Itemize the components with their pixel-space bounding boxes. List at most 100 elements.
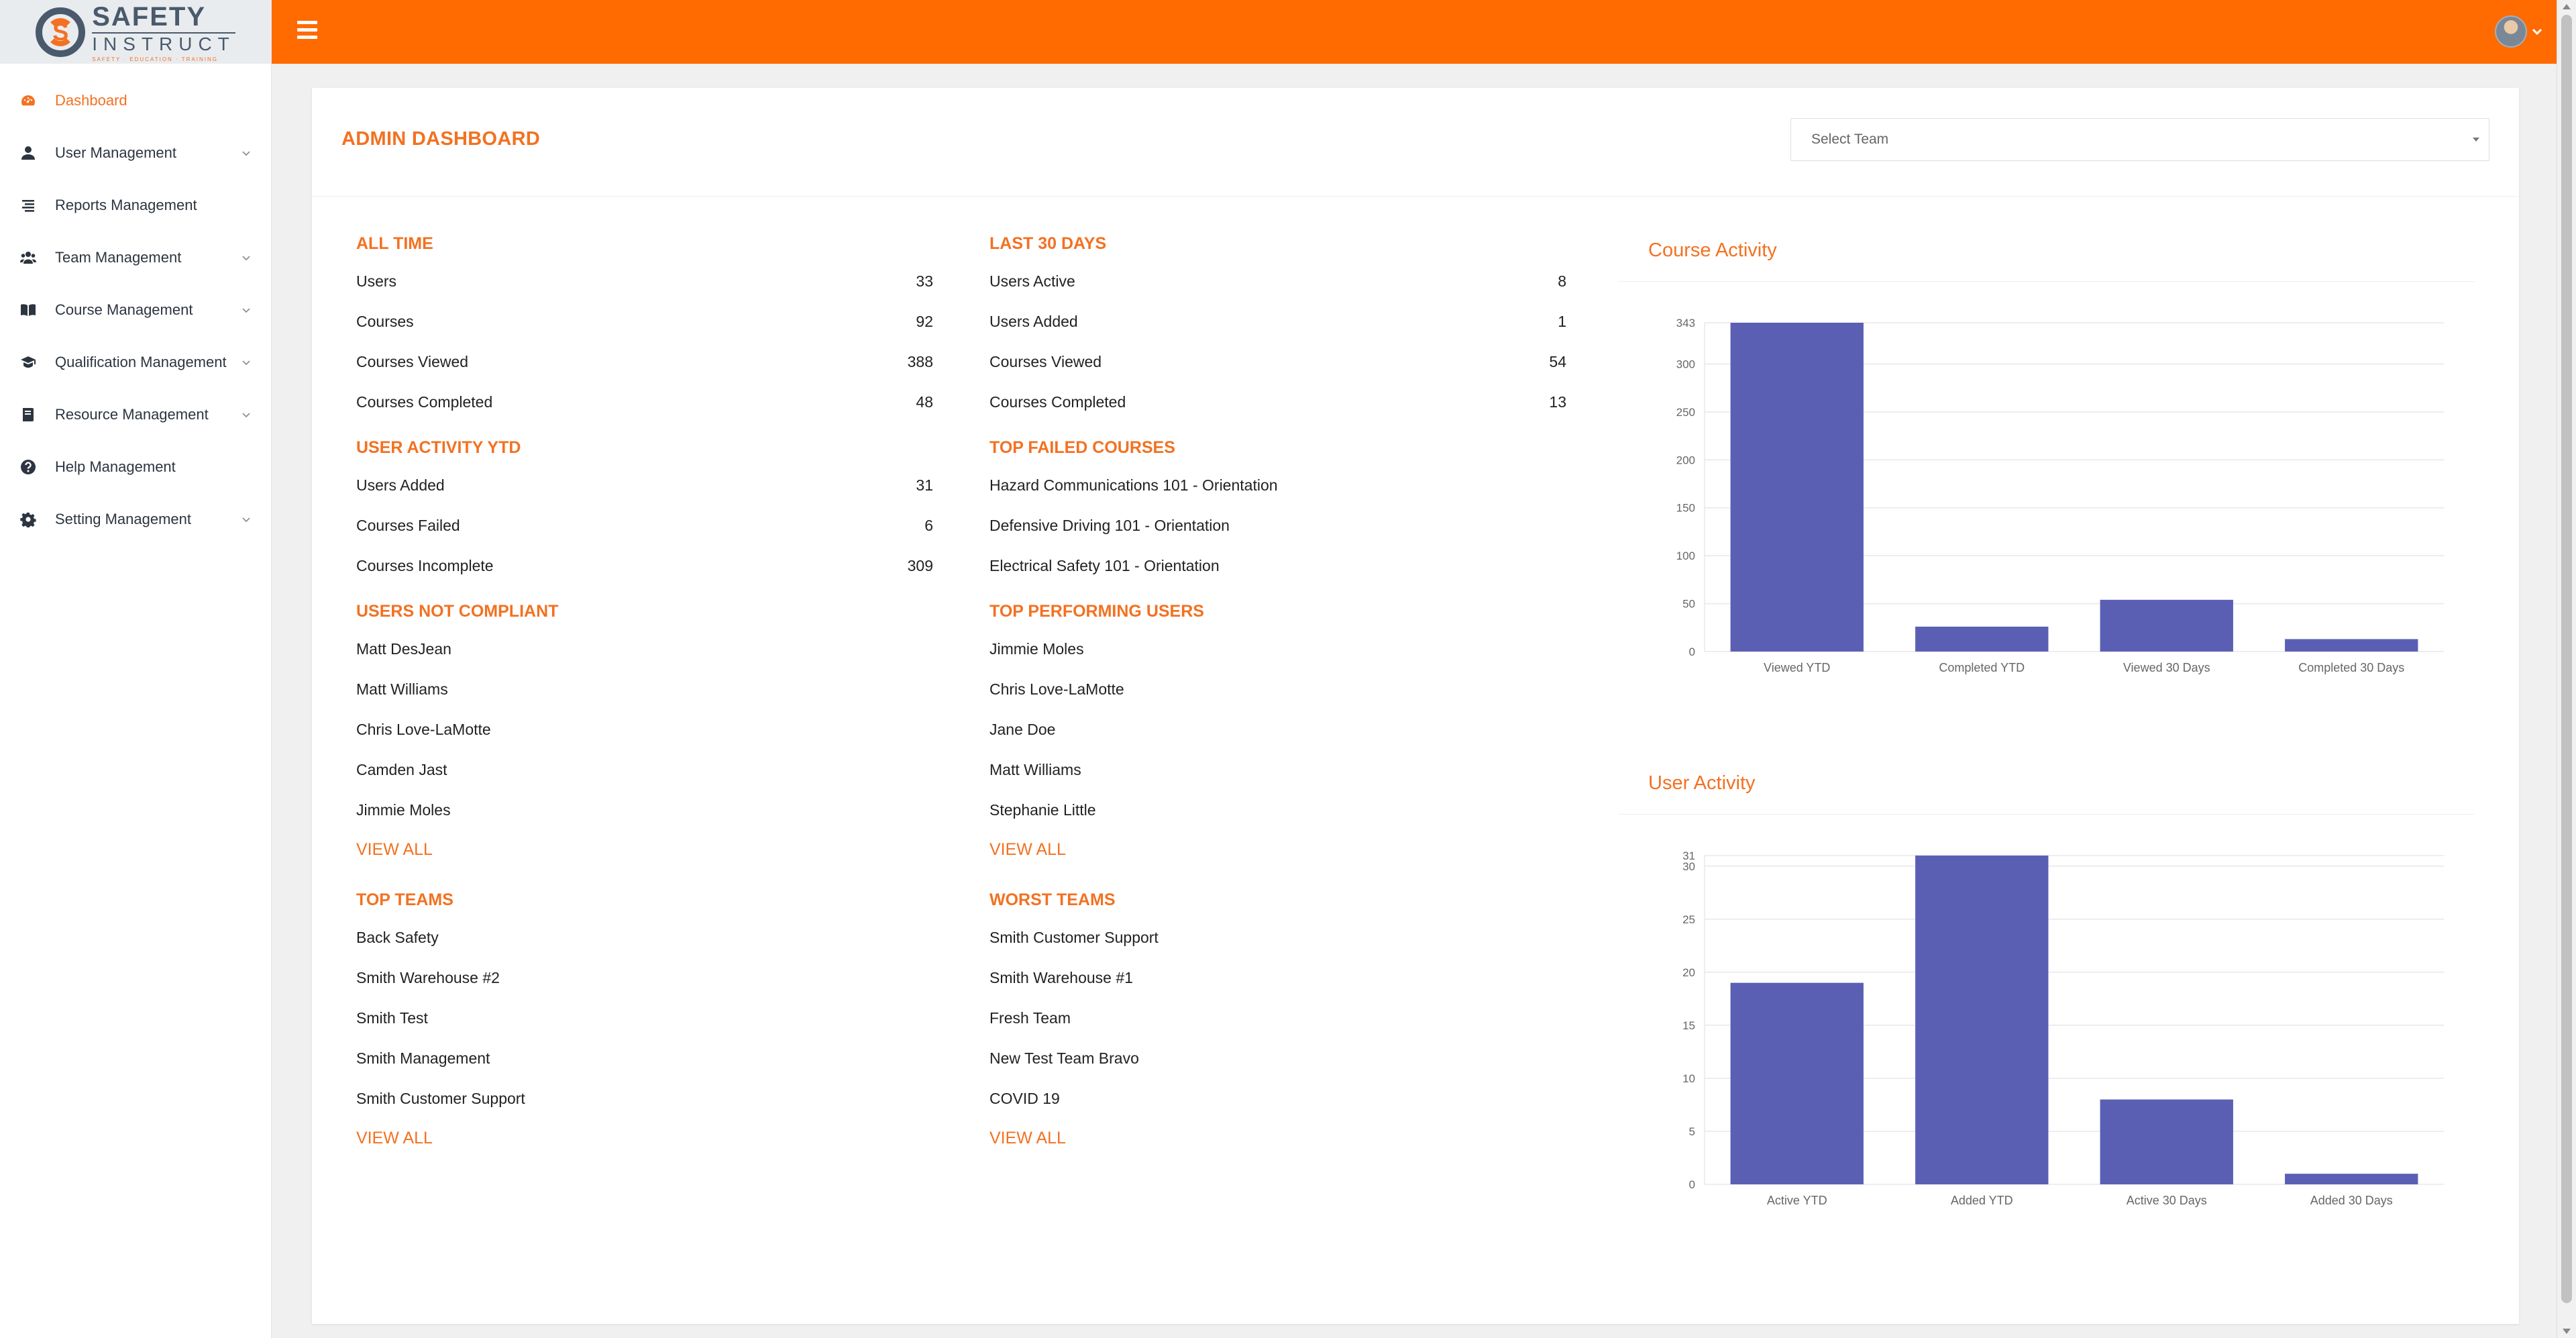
brand-line1: SAFETY (92, 1, 207, 32)
chevron-down-icon (2532, 28, 2542, 36)
chevron-down-icon (242, 517, 250, 523)
list-item: Smith Warehouse #1 (989, 958, 1566, 998)
stat-label: Courses (356, 312, 414, 330)
stat-label: Courses Viewed (989, 352, 1102, 370)
list-item: New Test Team Bravo (989, 1038, 1566, 1078)
list-item-label: Electrical Safety 101 - Orientation (989, 556, 1220, 574)
stat-row: Users Active 8 (989, 261, 1566, 301)
list-item-label: Smith Test (356, 1009, 428, 1027)
team-select[interactable]: Select Team (1790, 118, 2489, 161)
top-teams-view-all-link[interactable]: VIEW ALL (356, 1129, 433, 1147)
user-menu[interactable] (2495, 15, 2543, 48)
menu-toggle-icon[interactable] (297, 21, 317, 42)
list-item-label: Jimmie Moles (356, 801, 451, 819)
sidebar-item-help-management[interactable]: Help Management (0, 441, 271, 493)
stat-label: Courses Incomplete (356, 556, 494, 574)
stat-label: Users Added (356, 476, 445, 494)
stat-label: Courses Viewed (356, 352, 469, 370)
logo-area[interactable]: S SAFETY INSTRUCT SAFETY · EDUCATION · T… (0, 0, 271, 64)
list-item-label: Hazard Communications 101 - Orientation (989, 476, 1278, 494)
list-item: Jimmie Moles (356, 790, 933, 830)
list-item-label: Camden Jast (356, 760, 447, 778)
avatar[interactable] (2495, 15, 2527, 48)
stat-value: 13 (1549, 393, 1566, 411)
stat-value: 8 (1558, 272, 1566, 290)
users-not-compliant-title: USERS NOT COMPLIANT (356, 602, 559, 621)
top-performing-users-list: Jimmie Moles Chris Love-LaMotte Jane Doe Ma… (989, 629, 1566, 830)
y-tick-label: 100 (1676, 550, 1695, 562)
course-activity-panel: Course Activity 0 50 100 150 200 250 300 343 Vie… (1619, 240, 2491, 776)
list-item: Jane Doe (989, 709, 1566, 750)
bar (1730, 982, 1864, 1184)
y-tick-label: 50 (1682, 598, 1695, 611)
list-item: Fresh Team (989, 998, 1566, 1038)
x-tick-label: Completed YTD (1939, 661, 2025, 674)
page-title: ADMIN DASHBOARD (341, 128, 541, 150)
sidebar-item-reports-management[interactable]: Reports Management (0, 179, 271, 231)
stat-row: Courses 92 (356, 301, 933, 342)
list-item: COVID 19 (989, 1078, 1566, 1119)
list-item-label: Jane Doe (989, 720, 1056, 738)
list-item: Smith Management (356, 1038, 933, 1078)
sidebar-item-resource-management[interactable]: Resource Management (0, 389, 271, 441)
worst-teams-view-all-link[interactable]: VIEW ALL (989, 1129, 1066, 1147)
user-activity-panel: User Activity 0 5 10 15 20 25 30 31 Active YTD Ad… (1619, 772, 2491, 1309)
sidebar-item-qualification-management[interactable]: Qualification Management (0, 336, 271, 389)
stat-value: 92 (916, 312, 933, 330)
list-item-label: Back Safety (356, 928, 439, 946)
stat-value: 33 (916, 272, 933, 290)
stat-label: Users Active (989, 272, 1075, 290)
dashboard-card: ADMIN DASHBOARD Select Team ALL TIME Use… (312, 88, 2519, 1324)
sidebar-item-course-management[interactable]: Course Management (0, 284, 271, 336)
stat-row: Users Added 1 (989, 301, 1566, 342)
sidebar-item-setting-management[interactable]: Setting Management (0, 493, 271, 546)
stat-row: Courses Viewed 54 (989, 342, 1566, 382)
list-item-label: Chris Love-LaMotte (356, 720, 491, 738)
stat-row: Users 33 (356, 261, 933, 301)
users-not-compliant-view-all-link[interactable]: VIEW ALL (356, 840, 433, 859)
list-item: Defensive Driving 101 - Orientation (989, 505, 1566, 546)
course-activity-title: Course Activity (1648, 240, 1777, 261)
stat-value: 309 (907, 556, 933, 574)
page-scrollbar[interactable] (2557, 0, 2576, 1338)
book-icon (20, 302, 36, 318)
list-item: Chris Love-LaMotte (989, 669, 1566, 709)
select-caret-icon (2473, 138, 2479, 142)
top-failed-courses-title: TOP FAILED COURSES (989, 438, 1175, 457)
sidebar-item-dashboard[interactable]: Dashboard (0, 74, 271, 127)
list-item-label: New Test Team Bravo (989, 1049, 1139, 1067)
x-tick-label: Added 30 Days (2310, 1194, 2393, 1207)
bar (1915, 626, 2049, 652)
all-time-title: ALL TIME (356, 234, 433, 253)
x-tick-label: Active YTD (1767, 1194, 1827, 1207)
sidebar-item-user-management[interactable]: User Management (0, 127, 271, 179)
stat-row: Courses Failed 6 (356, 505, 933, 546)
logo-mark-icon: S (36, 7, 86, 57)
top-performing-users-view-all-link[interactable]: VIEW ALL (989, 840, 1066, 859)
users-not-compliant-list: Matt DesJean Matt Williams Chris Love-LaMo… (356, 629, 933, 830)
middle-column: LAST 30 DAYS Users Active 8 Users Added 1 Co… (989, 197, 1566, 1157)
chevron-down-icon (242, 413, 250, 418)
y-tick-label: 31 (1682, 850, 1695, 862)
sidebar-item-team-management[interactable]: Team Management (0, 231, 271, 284)
user-activity-title: User Activity (1648, 772, 1756, 794)
team-select-placeholder: Select Team (1811, 132, 1889, 147)
list-item-label: Smith Customer Support (989, 928, 1159, 946)
scroll-thumb[interactable] (2561, 15, 2572, 1303)
topbar (272, 0, 2557, 64)
scroll-down-icon[interactable] (2563, 1329, 2571, 1334)
chevron-down-icon (242, 151, 250, 156)
sidebar-item-label: Setting Management (55, 511, 192, 527)
user-activity-ytd-list: Users Added 31 Courses Failed 6 Courses Inco… (356, 465, 933, 586)
sidebar-item-label: Qualification Management (55, 354, 227, 370)
stat-row: Courses Incomplete 309 (356, 546, 933, 586)
list-item-label: Stephanie Little (989, 801, 1096, 819)
logo: S SAFETY INSTRUCT SAFETY · EDUCATION · T… (36, 2, 235, 62)
scroll-up-icon[interactable] (2563, 4, 2571, 9)
list-item-label: Defensive Driving 101 - Orientation (989, 516, 1230, 534)
bar (2285, 1174, 2418, 1184)
list-item: Electrical Safety 101 - Orientation (989, 546, 1566, 586)
stat-value: 48 (916, 393, 933, 411)
sidebar-item-label: Team Management (55, 249, 182, 266)
y-tick-label: 300 (1676, 358, 1695, 370)
